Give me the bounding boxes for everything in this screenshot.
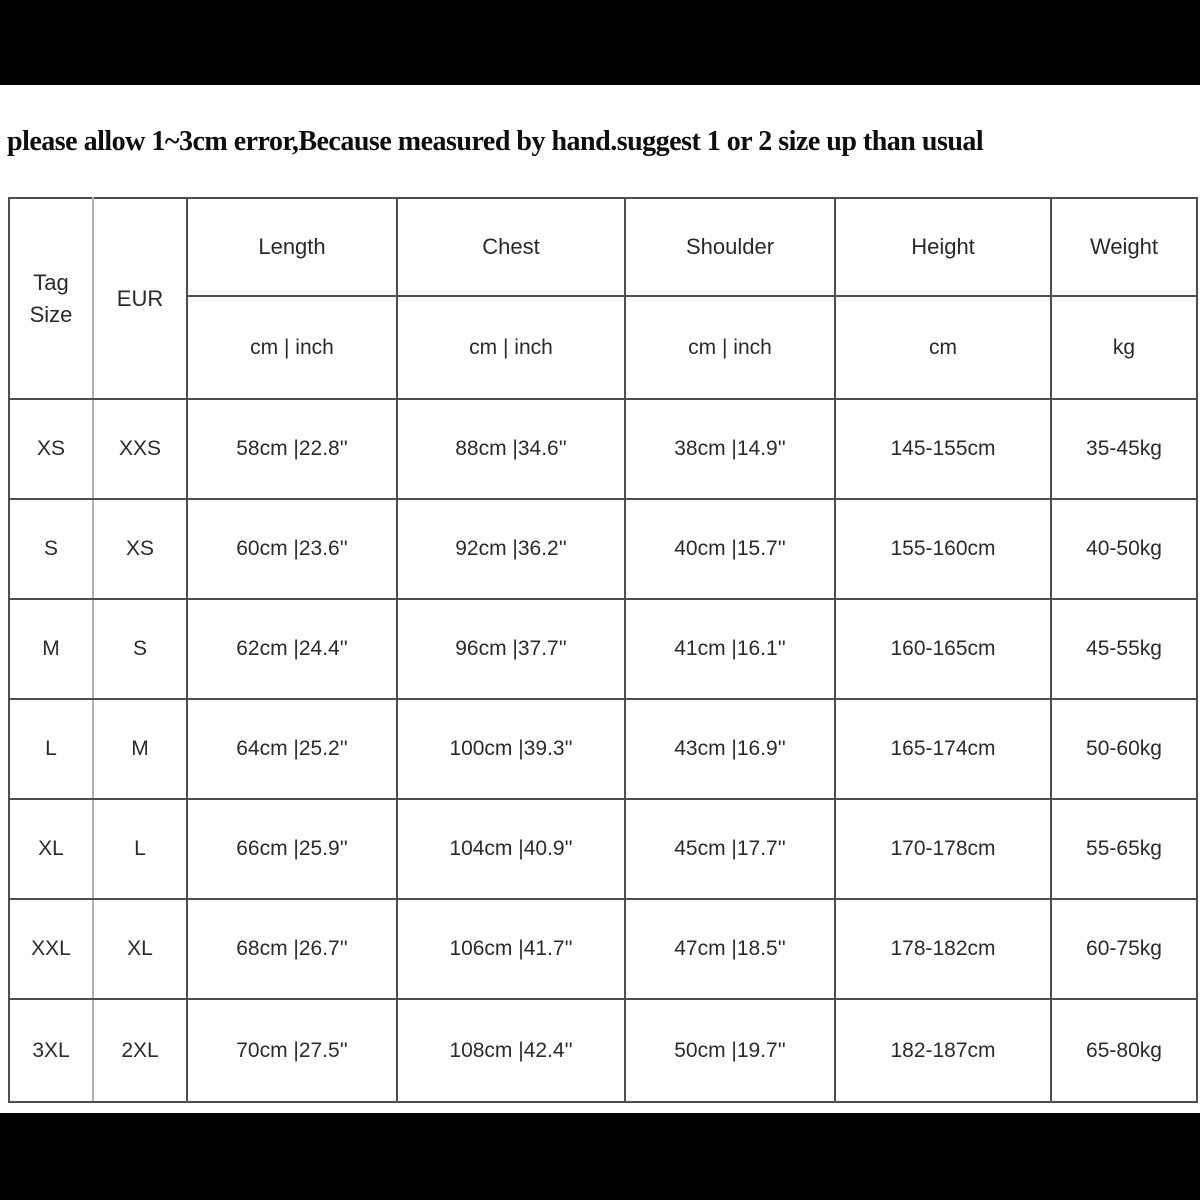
cell-eur: XS — [92, 498, 188, 600]
cell-weight: 50-60kg — [1050, 698, 1198, 800]
cell-weight: 35-45kg — [1050, 398, 1198, 500]
cell-chest: 108cm |42.4'' — [396, 998, 626, 1103]
header-row-units: cm | inch cm | inch cm | inch cm kg — [9, 295, 1198, 400]
unit-weight: kg — [1050, 295, 1198, 400]
cell-height: 182-187cm — [834, 998, 1052, 1103]
cell-height: 178-182cm — [834, 898, 1052, 1000]
table-row-xl: XL L 66cm |25.9'' 104cm |40.9'' 45cm |17… — [8, 798, 1198, 900]
table-row-m: M S 62cm |24.4'' 96cm |37.7'' 41cm |16.1… — [8, 598, 1198, 700]
cell-shoulder: 40cm |15.7'' — [624, 498, 836, 600]
cell-weight: 65-80kg — [1050, 998, 1198, 1103]
table-row-xs: XS XXS 58cm |22.8'' 88cm |34.6'' 38cm |1… — [8, 398, 1198, 500]
header-row-labels: Tag Size EUR Length Chest Shoulder Heigh… — [8, 197, 1198, 400]
cell-eur: S — [92, 598, 188, 700]
table-row-s: S XS 60cm |23.6'' 92cm |36.2'' 40cm |15.… — [8, 498, 1198, 600]
cell-length: 64cm |25.2'' — [186, 698, 398, 800]
col-header-shoulder: Shoulder — [624, 197, 836, 297]
cell-chest: 88cm |34.6'' — [396, 398, 626, 500]
cell-tag: 3XL — [8, 998, 94, 1103]
cell-eur: XL — [92, 898, 188, 1000]
cell-eur: 2XL — [92, 998, 188, 1103]
unit-height: cm — [834, 295, 1052, 400]
cell-height: 145-155cm — [834, 398, 1052, 500]
cell-tag: XXL — [8, 898, 94, 1000]
cell-weight: 45-55kg — [1050, 598, 1198, 700]
cell-height: 165-174cm — [834, 698, 1052, 800]
table-row-l: L M 64cm |25.2'' 100cm |39.3'' 43cm |16.… — [8, 698, 1198, 800]
size-chart-table: Tag Size EUR Length Chest Shoulder Heigh… — [8, 197, 1198, 1103]
cell-length: 60cm |23.6'' — [186, 498, 398, 600]
cell-height: 170-178cm — [834, 798, 1052, 900]
cell-eur: L — [92, 798, 188, 900]
cell-tag: L — [8, 698, 94, 800]
table-row-xxl: XXL XL 68cm |26.7'' 106cm |41.7'' 47cm |… — [8, 898, 1198, 1000]
cell-eur: M — [92, 698, 188, 800]
cell-eur: XXS — [92, 398, 188, 500]
top-letterbox-bar — [0, 0, 1200, 85]
col-header-tag-size: Tag Size — [8, 197, 94, 400]
cell-chest: 104cm |40.9'' — [396, 798, 626, 900]
cell-shoulder: 47cm |18.5'' — [624, 898, 836, 1000]
col-header-height: Height — [834, 197, 1052, 297]
cell-tag: XL — [8, 798, 94, 900]
cell-weight: 60-75kg — [1050, 898, 1198, 1000]
cell-length: 68cm |26.7'' — [186, 898, 398, 1000]
tag-size-line2: Size — [29, 301, 73, 327]
cell-tag: M — [8, 598, 94, 700]
col-header-length: Length — [186, 197, 398, 297]
cell-shoulder: 45cm |17.7'' — [624, 798, 836, 900]
cell-length: 66cm |25.9'' — [186, 798, 398, 900]
unit-chest: cm | inch — [396, 295, 626, 400]
cell-height: 160-165cm — [834, 598, 1052, 700]
cell-tag: S — [8, 498, 94, 600]
cell-weight: 55-65kg — [1050, 798, 1198, 900]
measurement-note: please allow 1~3cm error,Because measure… — [7, 126, 984, 157]
cell-shoulder: 43cm |16.9'' — [624, 698, 836, 800]
cell-chest: 106cm |41.7'' — [396, 898, 626, 1000]
table-row-3xl: 3XL 2XL 70cm |27.5'' 108cm |42.4'' 50cm … — [8, 998, 1198, 1103]
cell-chest: 96cm |37.7'' — [396, 598, 626, 700]
col-header-weight: Weight — [1050, 197, 1198, 297]
cell-weight: 40-50kg — [1050, 498, 1198, 600]
cell-shoulder: 41cm |16.1'' — [624, 598, 836, 700]
cell-shoulder: 38cm |14.9'' — [624, 398, 836, 500]
cell-length: 58cm |22.8'' — [186, 398, 398, 500]
cell-length: 70cm |27.5'' — [186, 998, 398, 1103]
cell-height: 155-160cm — [834, 498, 1052, 600]
cell-tag: XS — [8, 398, 94, 500]
cell-chest: 100cm |39.3'' — [396, 698, 626, 800]
unit-length: cm | inch — [186, 295, 398, 400]
col-header-eur: EUR — [92, 197, 188, 400]
bottom-letterbox-bar — [0, 1113, 1200, 1200]
tag-size-line1: Tag — [33, 269, 69, 295]
cell-chest: 92cm |36.2'' — [396, 498, 626, 600]
cell-shoulder: 50cm |19.7'' — [624, 998, 836, 1103]
unit-shoulder: cm | inch — [624, 295, 836, 400]
col-header-chest: Chest — [396, 197, 626, 297]
cell-length: 62cm |24.4'' — [186, 598, 398, 700]
